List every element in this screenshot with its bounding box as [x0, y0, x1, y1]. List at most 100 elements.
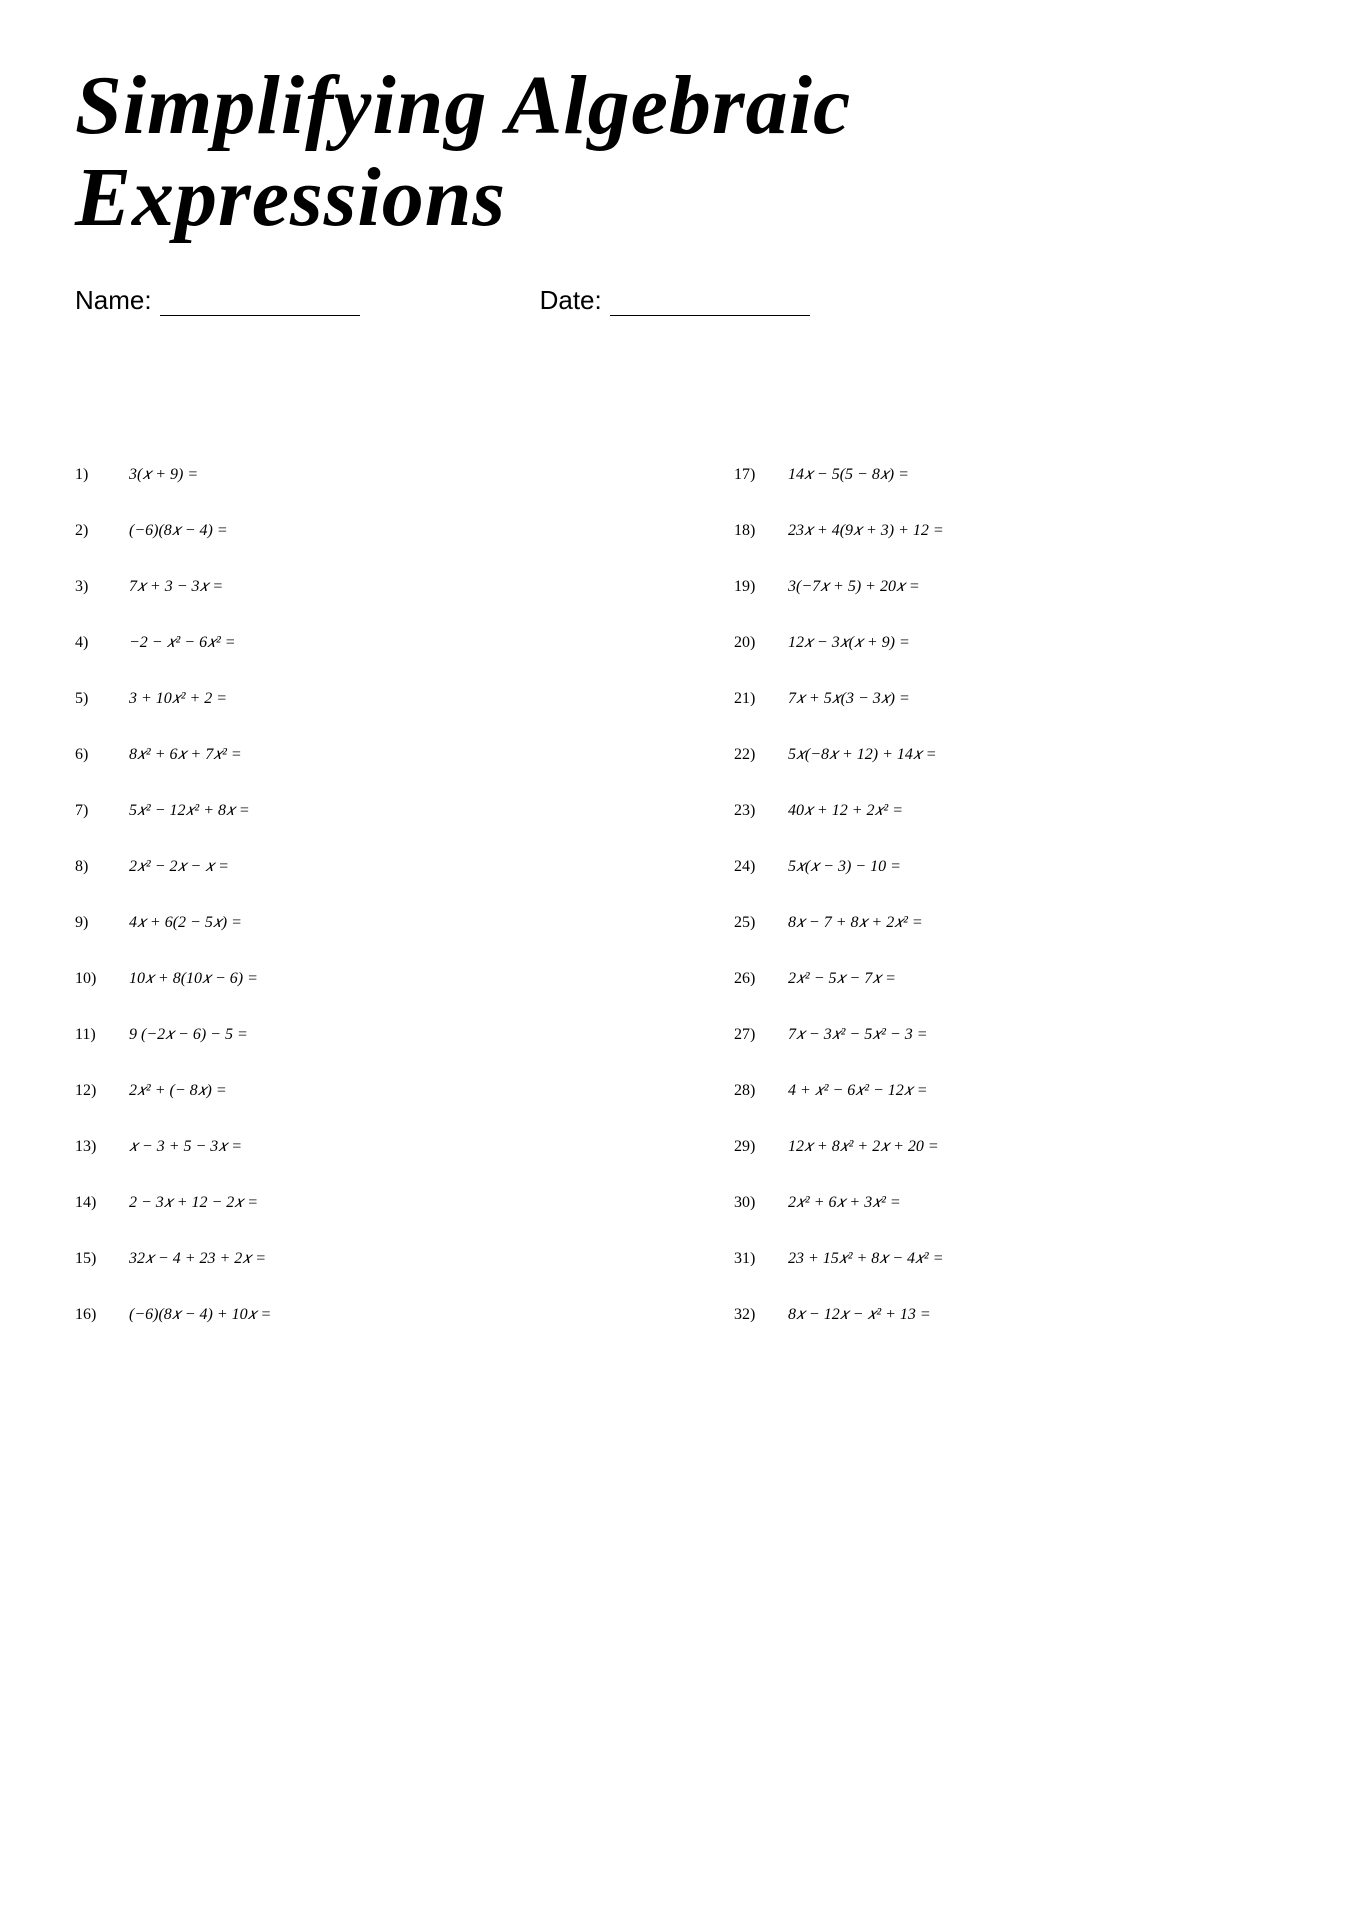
problems-column-right: 17)14𝑥 − 5(5 − 8𝑥) = 18)23𝑥 + 4(9𝑥 + 3) +… [734, 466, 1283, 1324]
problem-expression: 2𝑥² + (− 8𝑥) = [129, 1082, 227, 1100]
problem-number: 10) [75, 970, 125, 988]
problem-row: 12) 2𝑥² + (− 8𝑥) = [75, 1082, 624, 1100]
problem-number: 30) [734, 1194, 784, 1212]
problem-number: 6) [75, 746, 125, 764]
problem-number: 31) [734, 1250, 784, 1268]
problem-expression: 8𝑥 − 12𝑥 − 𝑥² + 13 = [788, 1306, 931, 1324]
date-field: Date: [540, 285, 810, 316]
problem-row: 20)12𝑥 − 3𝑥(𝑥 + 9) = [734, 634, 1283, 652]
problem-row: 16)(−6)(8𝑥 − 4) + 10𝑥 = [75, 1306, 624, 1324]
problem-row: 31)23 + 15𝑥² + 8𝑥 − 4𝑥² = [734, 1250, 1283, 1268]
problem-row: 14) 2 − 3𝑥 + 12 − 2𝑥 = [75, 1194, 624, 1212]
problem-row: 21)7𝑥 + 5𝑥(3 − 3𝑥) = [734, 690, 1283, 708]
problem-expression: 4 + 𝑥² − 6𝑥² − 12𝑥 = [788, 1082, 928, 1100]
date-input-line[interactable] [610, 290, 810, 316]
problem-number: 26) [734, 970, 784, 988]
problem-row: 30)2𝑥² + 6𝑥 + 3𝑥² = [734, 1194, 1283, 1212]
problems-column-left: 1)3(𝑥 + 9) = 2)(−6)(8𝑥 − 4) = 3)7𝑥 + 3 − 3… [75, 466, 624, 1324]
problem-expression: 𝑥 − 3 + 5 − 3𝑥 = [129, 1138, 242, 1156]
problem-row: 10)10𝑥 + 8(10𝑥 − 6) = [75, 970, 624, 988]
date-label: Date: [540, 285, 602, 316]
problem-number: 22) [734, 746, 784, 764]
problem-row: 32)8𝑥 − 12𝑥 − 𝑥² + 13 = [734, 1306, 1283, 1324]
problem-row: 27)7𝑥 − 3𝑥² − 5𝑥² − 3 = [734, 1026, 1283, 1044]
problem-row: 19)3(−7𝑥 + 5) + 20𝑥 = [734, 578, 1283, 596]
problem-row: 4)−2 − 𝑥² − 6𝑥² = [75, 634, 624, 652]
problem-expression: 23 + 15𝑥² + 8𝑥 − 4𝑥² = [788, 1250, 944, 1268]
problem-number: 16) [75, 1306, 125, 1324]
problem-expression: 8𝑥 − 7 + 8𝑥 + 2𝑥² = [788, 914, 923, 932]
problem-number: 28) [734, 1082, 784, 1100]
problem-expression: 12𝑥 + 8𝑥² + 2𝑥 + 20 = [788, 1138, 939, 1156]
problem-expression: 2𝑥² − 5𝑥 − 7𝑥 = [788, 970, 896, 988]
problem-expression: 4𝑥 + 6(2 − 5𝑥) = [129, 914, 242, 932]
problem-expression: 5𝑥² − 12𝑥² + 8𝑥 = [129, 802, 250, 820]
problem-number: 17) [734, 466, 784, 484]
problem-expression: 8𝑥² + 6𝑥 + 7𝑥² = [129, 746, 242, 764]
problem-expression: 3(𝑥 + 9) = [129, 466, 198, 484]
name-field: Name: [75, 285, 360, 316]
problem-number: 4) [75, 634, 125, 652]
problem-row: 11)9 (−2𝑥 − 6) − 5 = [75, 1026, 624, 1044]
problem-row: 17)14𝑥 − 5(5 − 8𝑥) = [734, 466, 1283, 484]
page-title: Simplifying Algebraic Expressions [75, 60, 1283, 245]
problem-row: 28)4 + 𝑥² − 6𝑥² − 12𝑥 = [734, 1082, 1283, 1100]
problem-number: 14) [75, 1194, 125, 1212]
problem-number: 1) [75, 466, 125, 484]
problem-row: 23)40𝑥 + 12 + 2𝑥² = [734, 802, 1283, 820]
problem-row: 29)12𝑥 + 8𝑥² + 2𝑥 + 20 = [734, 1138, 1283, 1156]
problem-row: 3)7𝑥 + 3 − 3𝑥 = [75, 578, 624, 596]
problem-expression: 40𝑥 + 12 + 2𝑥² = [788, 802, 903, 820]
name-label: Name: [75, 285, 152, 316]
problem-expression: 10𝑥 + 8(10𝑥 − 6) = [129, 970, 258, 988]
problem-expression: 2𝑥² − 2𝑥 − 𝑥 = [129, 858, 229, 876]
problem-row: 22)5𝑥(−8𝑥 + 12) + 14𝑥 = [734, 746, 1283, 764]
problem-number: 27) [734, 1026, 784, 1044]
problem-expression: 5𝑥(−8𝑥 + 12) + 14𝑥 = [788, 746, 937, 764]
problem-number: 13) [75, 1138, 125, 1156]
problem-row: 2)(−6)(8𝑥 − 4) = [75, 522, 624, 540]
problem-number: 5) [75, 690, 125, 708]
problem-expression: (−6)(8𝑥 − 4) + 10𝑥 = [129, 1306, 271, 1324]
problem-number: 25) [734, 914, 784, 932]
problem-row: 6)8𝑥² + 6𝑥 + 7𝑥² = [75, 746, 624, 764]
problem-row: 24)5𝑥(𝑥 − 3) − 10 = [734, 858, 1283, 876]
problem-expression: 3(−7𝑥 + 5) + 20𝑥 = [788, 578, 920, 596]
problem-number: 19) [734, 578, 784, 596]
problem-number: 9) [75, 914, 125, 932]
problem-expression: 23𝑥 + 4(9𝑥 + 3) + 12 = [788, 522, 944, 540]
problem-expression: 3 + 10𝑥² + 2 = [129, 690, 227, 708]
problem-number: 32) [734, 1306, 784, 1324]
problem-expression: −2 − 𝑥² − 6𝑥² = [129, 634, 236, 652]
problem-row: 8)2𝑥² − 2𝑥 − 𝑥 = [75, 858, 624, 876]
problem-expression: 7𝑥 − 3𝑥² − 5𝑥² − 3 = [788, 1026, 928, 1044]
problem-number: 12) [75, 1082, 125, 1100]
problem-expression: 32𝑥 − 4 + 23 + 2𝑥 = [129, 1250, 266, 1268]
meta-row: Name: Date: [75, 285, 1283, 316]
problem-row: 26)2𝑥² − 5𝑥 − 7𝑥 = [734, 970, 1283, 988]
problem-row: 5)3 + 10𝑥² + 2 = [75, 690, 624, 708]
problem-number: 21) [734, 690, 784, 708]
problem-expression: 7𝑥 + 5𝑥(3 − 3𝑥) = [788, 690, 910, 708]
name-input-line[interactable] [160, 290, 360, 316]
problem-number: 24) [734, 858, 784, 876]
problem-number: 18) [734, 522, 784, 540]
problem-expression: 5𝑥(𝑥 − 3) − 10 = [788, 858, 901, 876]
problem-expression: 2𝑥² + 6𝑥 + 3𝑥² = [788, 1194, 901, 1212]
problem-row: 7)5𝑥² − 12𝑥² + 8𝑥 = [75, 802, 624, 820]
problem-row: 1)3(𝑥 + 9) = [75, 466, 624, 484]
problems-container: 1)3(𝑥 + 9) = 2)(−6)(8𝑥 − 4) = 3)7𝑥 + 3 − 3… [75, 466, 1283, 1324]
problem-number: 29) [734, 1138, 784, 1156]
problem-expression: 2 − 3𝑥 + 12 − 2𝑥 = [129, 1194, 258, 1212]
problem-number: 20) [734, 634, 784, 652]
problem-row: 25)8𝑥 − 7 + 8𝑥 + 2𝑥² = [734, 914, 1283, 932]
problem-number: 15) [75, 1250, 125, 1268]
problem-expression: 9 (−2𝑥 − 6) − 5 = [129, 1026, 248, 1044]
problem-row: 15) 32𝑥 − 4 + 23 + 2𝑥 = [75, 1250, 624, 1268]
problem-expression: 14𝑥 − 5(5 − 8𝑥) = [788, 466, 909, 484]
problem-row: 13) 𝑥 − 3 + 5 − 3𝑥 = [75, 1138, 624, 1156]
problem-expression: 12𝑥 − 3𝑥(𝑥 + 9) = [788, 634, 910, 652]
problem-number: 3) [75, 578, 125, 596]
problem-expression: 7𝑥 + 3 − 3𝑥 = [129, 578, 223, 596]
problem-number: 23) [734, 802, 784, 820]
